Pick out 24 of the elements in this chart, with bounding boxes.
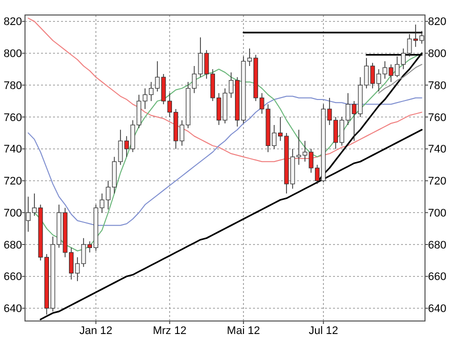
y2-tick-label: 640 — [428, 303, 446, 316]
y2-tick-label: 760 — [428, 112, 446, 124]
y2-tick-label: 720 — [428, 176, 446, 188]
y2-tick-label: 660 — [428, 271, 446, 284]
y2-tick-label: 780 — [428, 80, 446, 92]
y-tick-label: 740 — [4, 144, 22, 156]
y2-tick-label: 680 — [428, 239, 446, 252]
y-tick-label: 660 — [4, 271, 22, 284]
y-tick-label: 780 — [4, 80, 22, 92]
y-tick-label: 800 — [4, 48, 22, 60]
x-tick-label: Mrz 12 — [152, 325, 186, 337]
y-tick-label: 720 — [4, 176, 22, 188]
x-tick-label: Mai 12 — [226, 325, 260, 337]
y2-tick-label: 800 — [428, 48, 446, 60]
y-tick-label: 760 — [4, 112, 22, 124]
y-tick-label: 680 — [4, 239, 22, 252]
y-tick-label: 700 — [4, 207, 22, 220]
x-tick-label: Jul 12 — [308, 325, 338, 337]
y-tick-label: 640 — [4, 303, 22, 316]
y-tick-label: 820 — [4, 16, 22, 28]
y2-tick-label: 820 — [428, 16, 446, 28]
y2-tick-label: 700 — [428, 207, 446, 220]
x-tick-label: Jan 12 — [79, 325, 112, 337]
y2-tick-label: 740 — [428, 144, 446, 156]
